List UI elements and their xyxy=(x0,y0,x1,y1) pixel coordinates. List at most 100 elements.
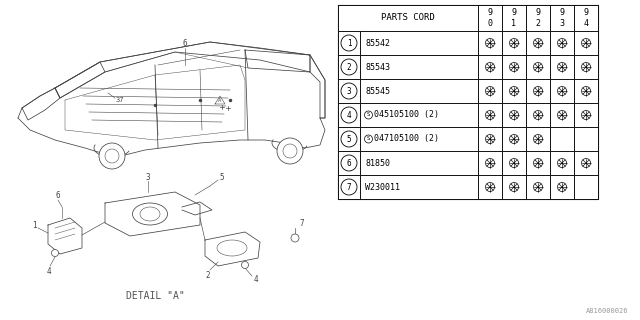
Bar xyxy=(338,55,360,79)
Bar xyxy=(502,151,526,175)
Text: 1: 1 xyxy=(347,38,351,47)
Text: 6: 6 xyxy=(347,158,351,167)
Bar xyxy=(574,31,598,55)
Bar xyxy=(338,31,360,55)
Bar xyxy=(526,5,550,31)
Text: 9: 9 xyxy=(511,8,516,17)
Bar xyxy=(574,103,598,127)
Circle shape xyxy=(534,38,543,47)
Bar xyxy=(502,55,526,79)
Circle shape xyxy=(99,143,125,169)
Circle shape xyxy=(486,182,495,191)
Circle shape xyxy=(509,62,518,71)
Circle shape xyxy=(557,182,566,191)
Text: 3: 3 xyxy=(146,172,150,181)
Text: DETAIL "A": DETAIL "A" xyxy=(125,291,184,301)
Bar xyxy=(360,79,478,103)
Circle shape xyxy=(509,134,518,143)
Circle shape xyxy=(341,35,357,51)
Circle shape xyxy=(509,158,518,167)
Bar xyxy=(360,31,478,55)
Bar xyxy=(338,127,360,151)
Bar xyxy=(338,151,360,175)
Bar xyxy=(478,79,502,103)
Ellipse shape xyxy=(132,203,168,225)
Circle shape xyxy=(341,59,357,75)
Circle shape xyxy=(557,86,566,95)
Text: 1: 1 xyxy=(32,220,36,229)
Text: 9: 9 xyxy=(559,8,564,17)
Text: 6: 6 xyxy=(182,39,188,49)
Bar xyxy=(526,79,550,103)
Bar xyxy=(502,103,526,127)
Circle shape xyxy=(341,83,357,99)
Bar xyxy=(360,127,478,151)
Bar xyxy=(360,55,478,79)
Bar xyxy=(502,79,526,103)
Text: 7: 7 xyxy=(300,220,304,228)
Bar xyxy=(574,151,598,175)
Bar xyxy=(526,31,550,55)
Bar xyxy=(478,55,502,79)
Bar xyxy=(550,31,574,55)
Circle shape xyxy=(283,144,297,158)
Circle shape xyxy=(241,261,248,268)
Text: 2: 2 xyxy=(536,19,541,28)
Text: 0: 0 xyxy=(488,19,493,28)
Circle shape xyxy=(51,250,58,257)
Circle shape xyxy=(341,155,357,171)
Bar xyxy=(550,151,574,175)
Text: 4: 4 xyxy=(253,275,259,284)
Bar xyxy=(502,31,526,55)
Circle shape xyxy=(486,110,495,119)
Bar xyxy=(338,175,360,199)
Circle shape xyxy=(557,110,566,119)
Bar xyxy=(478,31,502,55)
Circle shape xyxy=(557,38,566,47)
Circle shape xyxy=(486,62,495,71)
Bar xyxy=(360,175,478,199)
Text: 9: 9 xyxy=(488,8,493,17)
Circle shape xyxy=(534,158,543,167)
Circle shape xyxy=(291,234,299,242)
Circle shape xyxy=(365,135,372,143)
Text: 81850: 81850 xyxy=(365,158,390,167)
Bar xyxy=(574,5,598,31)
Bar xyxy=(574,55,598,79)
Circle shape xyxy=(582,38,591,47)
Circle shape xyxy=(534,86,543,95)
Text: 3: 3 xyxy=(559,19,564,28)
Circle shape xyxy=(534,110,543,119)
Circle shape xyxy=(582,110,591,119)
Circle shape xyxy=(341,107,357,123)
Bar xyxy=(526,103,550,127)
Bar xyxy=(550,55,574,79)
Circle shape xyxy=(509,110,518,119)
Text: S: S xyxy=(367,113,370,117)
Bar xyxy=(360,103,478,127)
Text: 1: 1 xyxy=(511,19,516,28)
Bar xyxy=(574,79,598,103)
Circle shape xyxy=(509,38,518,47)
Bar xyxy=(478,103,502,127)
Text: 6: 6 xyxy=(56,191,60,201)
Circle shape xyxy=(557,158,566,167)
Circle shape xyxy=(105,149,119,163)
Bar xyxy=(338,5,478,31)
Bar xyxy=(338,103,360,127)
Bar xyxy=(574,127,598,151)
Bar xyxy=(574,175,598,199)
Bar xyxy=(550,127,574,151)
Text: 9: 9 xyxy=(584,8,589,17)
Circle shape xyxy=(277,138,303,164)
Text: 3: 3 xyxy=(347,86,351,95)
Circle shape xyxy=(582,62,591,71)
Text: W230011: W230011 xyxy=(365,182,400,191)
Circle shape xyxy=(509,86,518,95)
Circle shape xyxy=(534,62,543,71)
Bar xyxy=(526,175,550,199)
Bar xyxy=(550,79,574,103)
Circle shape xyxy=(534,134,543,143)
Circle shape xyxy=(534,182,543,191)
Bar xyxy=(550,5,574,31)
